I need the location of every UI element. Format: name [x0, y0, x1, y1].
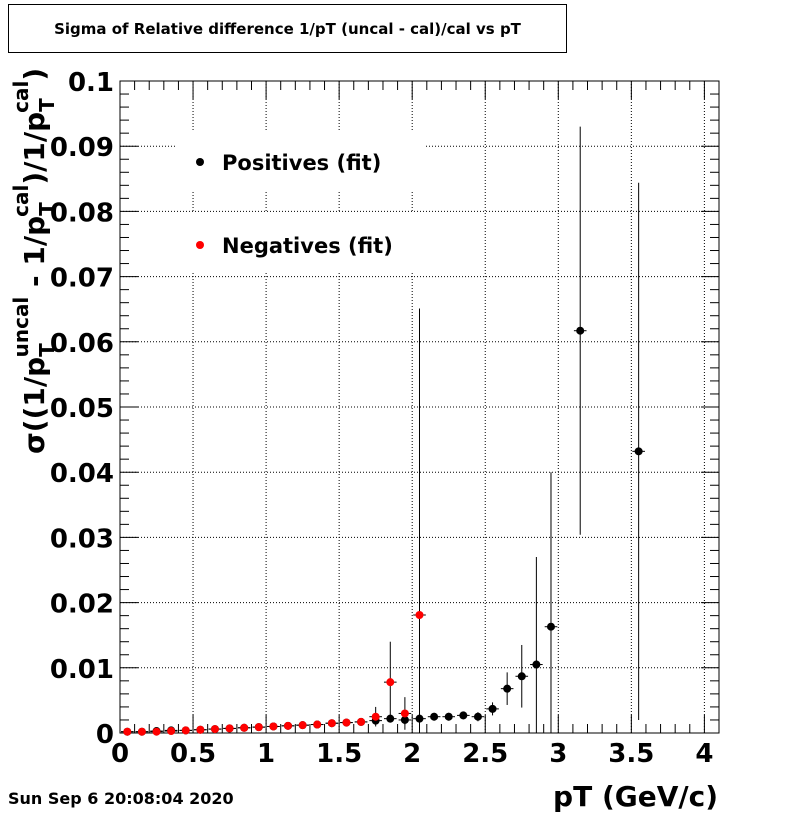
data-point	[327, 719, 336, 728]
data-point	[181, 726, 190, 735]
data-point	[284, 721, 293, 730]
y-tick-label: 0.06	[50, 329, 114, 359]
y-tick-label: 0.04	[50, 459, 114, 489]
data-point	[386, 678, 395, 687]
y-tick-label: 0.03	[50, 524, 114, 554]
data-point	[313, 720, 322, 729]
data-point	[517, 672, 526, 681]
data-point	[357, 717, 366, 726]
y-tick-label: 0.05	[50, 394, 114, 424]
data-point	[298, 721, 307, 730]
axes: 0 0.5 1 1.5 2 2.5 3 3.5 4 0 0.01 0.02 0.03 0.04 0.05 0.…	[50, 68, 720, 769]
x-tick-label: 3.5	[608, 739, 654, 769]
data-point	[254, 723, 263, 732]
data-point	[400, 709, 409, 718]
data-point	[576, 326, 585, 335]
data-point	[503, 684, 512, 693]
y-tick-label: 0.1	[68, 68, 114, 98]
data-point	[473, 712, 482, 721]
x-tick-label: 4	[695, 739, 713, 769]
legend-label: Positives (fit)	[222, 151, 381, 175]
y-axis-label-part: uncal	[9, 297, 33, 358]
data-point	[371, 712, 380, 721]
data-point	[269, 722, 278, 731]
legend-bg	[175, 130, 425, 190]
y-axis-label-part: )/1/p	[18, 112, 51, 185]
data-point	[415, 610, 424, 619]
data-point	[459, 711, 468, 720]
y-tick-label: 0.08	[50, 198, 114, 228]
x-tick-label: 3	[549, 739, 567, 769]
y-axis-label-text: σ((1/pTuncal - 1/pTcal)/1/pTcal)	[9, 68, 59, 454]
x-tick-label: 1	[257, 739, 275, 769]
x-tick-label: 1.5	[316, 739, 362, 769]
y-axis-label-part: T	[35, 343, 59, 357]
y-tick-label: 0.02	[50, 590, 114, 620]
y-tick-label: 0.09	[50, 133, 114, 163]
y-axis-label-part: )	[18, 68, 51, 81]
legend-marker	[196, 158, 204, 166]
series-negatives	[121, 308, 426, 736]
data-point	[546, 622, 555, 631]
data-point	[342, 718, 351, 727]
data-point	[444, 712, 453, 721]
data-point	[634, 447, 643, 456]
data-point	[137, 727, 146, 736]
data-point	[488, 704, 497, 713]
y-axis-label-group: σ((1/pTuncal - 1/pTcal)/1/pTcal)	[9, 68, 59, 454]
x-tick-label: 0	[111, 739, 129, 769]
x-axis-label: pT (GeV/c)	[553, 780, 718, 813]
data-point	[210, 725, 219, 734]
y-tick-label: 0.01	[50, 655, 114, 685]
y-tick-label: 0.07	[50, 264, 114, 294]
legend-label: Negatives (fit)	[222, 234, 393, 258]
y-axis-label-part: T	[35, 202, 59, 216]
legend: Positives (fit) Negatives (fit)	[175, 130, 425, 273]
data-points	[121, 126, 645, 736]
y-axis-label-part: cal	[9, 81, 33, 113]
y-axis-label-part: - 1/p	[18, 216, 51, 297]
legend-bg	[175, 213, 425, 273]
chart-title: Sigma of Relative difference 1/pT (uncal…	[8, 4, 567, 53]
data-point	[225, 724, 234, 733]
data-point	[532, 660, 541, 669]
y-axis-label: σ((1/pTuncal - 1/pTcal)/1/pTcal)	[9, 68, 59, 454]
y-axis-label-part: σ((1/p	[18, 357, 51, 454]
data-point	[196, 725, 205, 734]
grid	[120, 81, 719, 733]
data-point	[430, 712, 439, 721]
y-axis-label-part: T	[35, 98, 59, 112]
legend-marker	[196, 241, 204, 249]
x-tick-label: 2.5	[462, 739, 508, 769]
x-tick-label: 2	[403, 739, 421, 769]
data-point	[152, 727, 161, 736]
x-tick-label: 0.5	[170, 739, 216, 769]
data-point	[123, 727, 132, 736]
data-point	[240, 723, 249, 732]
y-axis-label-part: cal	[9, 185, 33, 217]
y-tick-label: 0	[96, 720, 114, 750]
footer-timestamp: Sun Sep 6 20:08:04 2020	[8, 789, 234, 808]
data-point	[167, 727, 176, 736]
